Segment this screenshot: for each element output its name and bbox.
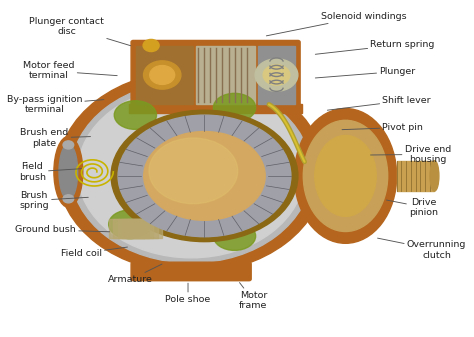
Text: Pivot pin: Pivot pin — [342, 123, 423, 132]
Circle shape — [150, 65, 175, 84]
Circle shape — [144, 61, 181, 89]
Circle shape — [143, 39, 159, 52]
Circle shape — [58, 71, 325, 273]
Circle shape — [63, 195, 73, 203]
Ellipse shape — [303, 120, 388, 232]
Bar — [258, 46, 295, 104]
Ellipse shape — [109, 210, 151, 239]
Text: Return spring: Return spring — [315, 40, 435, 54]
Ellipse shape — [430, 161, 439, 191]
Text: Overrunning
clutch: Overrunning clutch — [378, 238, 466, 260]
Ellipse shape — [54, 136, 83, 207]
Bar — [397, 161, 435, 191]
Text: Armature: Armature — [108, 264, 162, 284]
Ellipse shape — [59, 144, 78, 200]
Ellipse shape — [294, 109, 397, 243]
Bar — [136, 46, 193, 104]
Text: Plunger contact
disc: Plunger contact disc — [29, 17, 131, 46]
Text: Pole shoe: Pole shoe — [165, 283, 210, 304]
Ellipse shape — [114, 101, 156, 129]
Text: By-pass ignition
terminal: By-pass ignition terminal — [7, 95, 104, 114]
Text: Motor
frame: Motor frame — [239, 283, 268, 310]
Bar — [122, 219, 158, 238]
Text: Solenoid windings: Solenoid windings — [266, 12, 407, 36]
Circle shape — [78, 86, 305, 258]
Text: Plunger: Plunger — [315, 67, 416, 78]
Text: Brush
spring: Brush spring — [19, 191, 88, 210]
Bar — [129, 104, 302, 113]
Ellipse shape — [315, 135, 376, 216]
Ellipse shape — [111, 110, 298, 242]
Bar — [118, 219, 153, 238]
Text: Field
brush: Field brush — [19, 162, 82, 182]
Circle shape — [63, 141, 73, 149]
Bar — [127, 219, 162, 238]
Text: Motor feed
terminal: Motor feed terminal — [23, 61, 117, 81]
Bar — [109, 219, 145, 238]
Text: Drive
pinion: Drive pinion — [386, 197, 438, 217]
Circle shape — [263, 65, 290, 85]
Text: Field coil: Field coil — [61, 247, 128, 258]
Text: Drive end
housing: Drive end housing — [371, 145, 451, 164]
Text: Shift lever: Shift lever — [328, 96, 431, 110]
Circle shape — [255, 59, 298, 91]
Bar — [196, 46, 255, 104]
FancyBboxPatch shape — [131, 40, 300, 110]
Ellipse shape — [213, 93, 255, 122]
Bar — [113, 219, 149, 238]
Circle shape — [71, 81, 311, 263]
Text: Ground bush: Ground bush — [15, 225, 109, 234]
Ellipse shape — [144, 131, 265, 220]
FancyBboxPatch shape — [131, 262, 251, 281]
Text: Brush end
plate: Brush end plate — [20, 128, 91, 148]
Ellipse shape — [149, 138, 238, 204]
Ellipse shape — [213, 222, 255, 250]
Ellipse shape — [118, 115, 291, 237]
